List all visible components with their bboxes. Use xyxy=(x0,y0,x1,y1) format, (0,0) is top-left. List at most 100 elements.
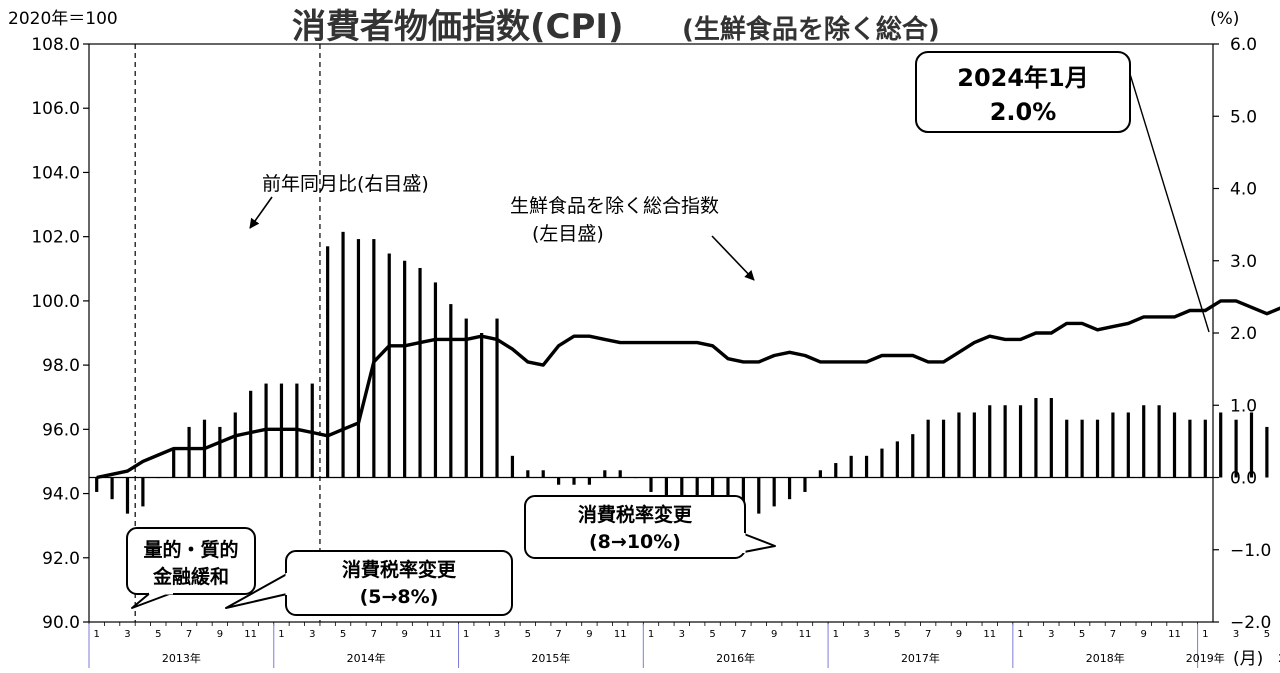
year-label: 2019年 xyxy=(1186,651,1225,665)
yoy-bar xyxy=(310,383,314,478)
event-lines xyxy=(134,44,321,622)
yoy-bar xyxy=(741,477,745,514)
yoy-bar xyxy=(726,477,730,507)
yoy-bar xyxy=(449,304,453,478)
yoy-bar xyxy=(1203,419,1207,478)
month-label: 1 xyxy=(1017,629,1023,640)
yoy-bar xyxy=(880,448,884,478)
left-axis-unit: 2020年＝100 xyxy=(8,9,118,29)
yoy-bar xyxy=(233,412,237,478)
month-label: 9 xyxy=(956,629,962,640)
yoy-bar xyxy=(710,477,715,500)
month-label: 7 xyxy=(186,629,192,640)
month-label: 5 xyxy=(340,629,346,640)
yoy-bar xyxy=(1003,405,1007,478)
yoy-bar xyxy=(141,477,145,507)
month-label: 1 xyxy=(833,629,839,640)
yoy-bar xyxy=(1126,412,1130,478)
yoy-bar xyxy=(387,253,391,478)
right-tick-label: 1.0 xyxy=(1230,396,1257,416)
yoy-bar xyxy=(541,470,545,478)
tax-hike-2014-callout: 消費税率変更 (5→8%) xyxy=(225,550,513,616)
yoy-bar xyxy=(218,426,222,478)
yoy-bar xyxy=(572,477,576,485)
yoy-bar xyxy=(603,470,607,478)
yoy-bar xyxy=(341,231,345,478)
yoy-bar xyxy=(772,477,776,507)
month-label: 11 xyxy=(244,629,257,640)
yoy-bar xyxy=(1265,426,1269,478)
yoy-bar xyxy=(941,419,946,478)
month-label: 7 xyxy=(1110,629,1116,640)
cpi-index-line xyxy=(96,299,1280,480)
month-label: 3 xyxy=(124,629,130,640)
month-label: 5 xyxy=(709,629,715,640)
index-annotation-line1: 生鮮食品を除く総合指数 xyxy=(510,195,719,217)
month-label: 3 xyxy=(679,629,685,640)
yoy-bar xyxy=(818,470,822,478)
yoy-bar xyxy=(1157,405,1161,478)
yoy-bar xyxy=(356,239,361,478)
month-label: 5 xyxy=(1264,629,1270,640)
yoy-bar xyxy=(172,448,176,478)
month-label: 11 xyxy=(614,629,627,640)
yoy-bars xyxy=(95,231,1269,514)
month-label: 3 xyxy=(863,629,869,640)
left-tick-label: 104.0 xyxy=(31,163,80,183)
yoy-bar xyxy=(1049,398,1053,478)
right-tick-label: −2.0 xyxy=(1230,613,1271,633)
month-label: 9 xyxy=(217,629,223,640)
month-label: 5 xyxy=(1079,629,1085,640)
month-label: 11 xyxy=(983,629,996,640)
yoy-bar xyxy=(1111,412,1115,478)
yoy-bar xyxy=(433,282,438,478)
left-tick-label: 94.0 xyxy=(42,485,80,505)
yoy-bar xyxy=(403,260,407,478)
yoy-bar xyxy=(125,477,130,514)
year-label: 2020年 xyxy=(1278,651,1280,665)
svg-text:(5→8%): (5→8%) xyxy=(360,586,439,608)
month-label: 7 xyxy=(371,629,377,640)
yoy-bar xyxy=(1018,405,1023,478)
month-label: 5 xyxy=(525,629,531,640)
yoy-bar xyxy=(864,455,869,478)
x-axis-unit: (月) xyxy=(1233,649,1263,669)
yoy-bar xyxy=(510,455,515,478)
month-label: 7 xyxy=(740,629,746,640)
yoy-bar xyxy=(988,405,992,478)
month-label: 11 xyxy=(799,629,812,640)
yoy-bar xyxy=(418,267,422,478)
yoy-bar xyxy=(911,434,915,478)
month-label: 3 xyxy=(1233,629,1239,640)
month-label: 1 xyxy=(94,629,100,640)
month-label: 11 xyxy=(1168,629,1181,640)
year-label: 2016年 xyxy=(716,651,755,665)
month-label: 9 xyxy=(1141,629,1147,640)
month-label: 3 xyxy=(309,629,315,640)
year-label: 2014年 xyxy=(347,651,386,665)
year-label: 2018年 xyxy=(1086,651,1125,665)
month-label: 7 xyxy=(925,629,931,640)
chart-title: 消費者物価指数(CPI) xyxy=(292,7,624,47)
yoy-bar xyxy=(1188,419,1192,478)
right-tick-label: 4.0 xyxy=(1230,180,1257,200)
right-axis-unit: (%) xyxy=(1210,9,1239,29)
svg-text:金融緩和: 金融緩和 xyxy=(152,565,229,588)
yoy-bar xyxy=(587,477,592,485)
yoy-bar xyxy=(1234,419,1238,478)
yoy-bar xyxy=(834,463,838,478)
year-label: 2015年 xyxy=(531,651,570,665)
yoy-bar xyxy=(972,412,976,478)
month-label: 1 xyxy=(463,629,469,640)
yoy-bar xyxy=(1142,405,1146,478)
yoy-bar xyxy=(849,455,853,478)
index-annotation-line2: (左目盛) xyxy=(532,223,604,245)
left-tick-label: 90.0 xyxy=(42,613,80,633)
left-tick-label: 98.0 xyxy=(42,356,80,376)
left-tick-label: 92.0 xyxy=(42,549,80,569)
yoy-bar xyxy=(618,470,622,478)
yoy-bar xyxy=(1095,419,1100,478)
yoy-bar xyxy=(803,477,807,492)
svg-text:消費税率変更: 消費税率変更 xyxy=(342,558,457,581)
yoy-bar xyxy=(680,477,684,500)
